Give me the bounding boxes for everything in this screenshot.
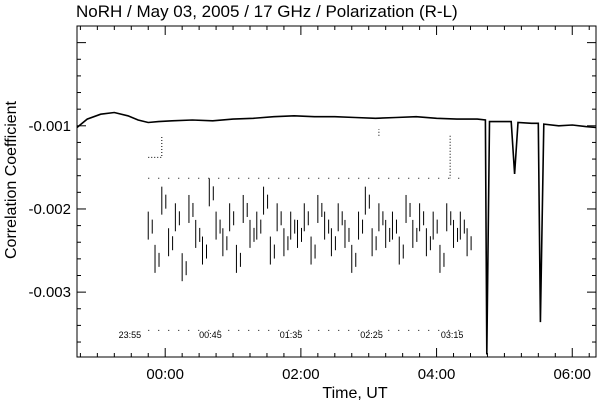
- inset-time-labels: 23:55 00:45 01:35 02:25 03:15: [119, 330, 464, 340]
- inset-time-label: 01:35: [280, 330, 303, 340]
- y-axis-title: Correlation Coefficient: [3, 100, 20, 259]
- y-tick-label: -0.003: [28, 284, 71, 301]
- inset-panel: [147, 129, 472, 331]
- inset-time-label: 00:45: [199, 330, 222, 340]
- y-tick-label: -0.001: [28, 118, 71, 135]
- y-tick-label: -0.002: [28, 201, 71, 218]
- x-tick-label: 06:00: [553, 366, 591, 383]
- main-series-line: [76, 111, 597, 355]
- inset-time-label: 02:25: [360, 330, 383, 340]
- axis-tick-labels: 00:00 02:00 04:00 06:00 -0.001 -0.002 -0.003: [28, 118, 591, 383]
- x-axis-title: Time, UT: [322, 385, 387, 402]
- chart-title: NoRH / May 03, 2005 / 17 GHz / Polarizat…: [76, 2, 458, 21]
- inset-time-label: 23:55: [119, 330, 142, 340]
- x-tick-label: 04:00: [418, 366, 456, 383]
- main-series-group: [76, 111, 597, 355]
- x-tick-label: 00:00: [146, 366, 184, 383]
- plot-frame: [76, 25, 597, 358]
- inset-time-label: 03:15: [441, 330, 464, 340]
- x-tick-label: 02:00: [282, 366, 320, 383]
- axis-ticks: [77, 25, 596, 357]
- inset-connector-left: [148, 135, 163, 158]
